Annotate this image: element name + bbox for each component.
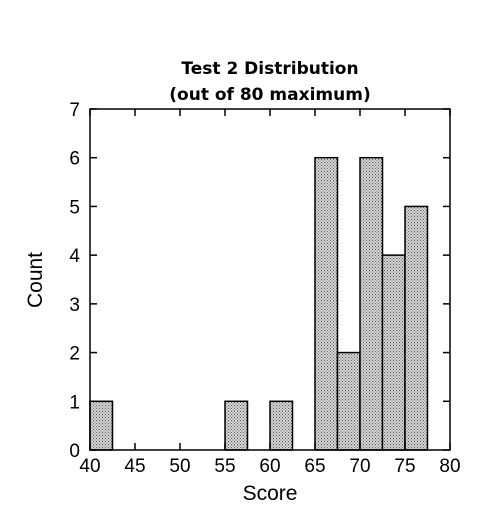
bars-group xyxy=(89,156,429,451)
x-tick-label-7: 75 xyxy=(394,456,415,477)
x-tick-label-8: 80 xyxy=(439,456,460,477)
histogram-bar-6 xyxy=(381,254,406,451)
x-tick-label-0: 40 xyxy=(79,456,100,477)
chart-subtitle: (out of 80 maximum) xyxy=(169,85,370,105)
x-tick-label-1: 45 xyxy=(124,456,145,477)
histogram-bar-3 xyxy=(314,156,339,451)
y-tick-label-0: 0 xyxy=(69,441,80,462)
y-tick-label-7: 7 xyxy=(69,100,80,121)
histogram-bar-1 xyxy=(224,400,249,451)
x-axis-label: Score xyxy=(243,482,298,505)
x-tick-label-2: 50 xyxy=(169,456,190,477)
y-tick-label-2: 2 xyxy=(69,344,80,365)
y-tick-label-4: 4 xyxy=(69,246,80,267)
y-tick-label-3: 3 xyxy=(69,295,80,316)
x-tick-label-5: 65 xyxy=(304,456,325,477)
histogram-bar-7 xyxy=(404,205,429,451)
histogram-bar-2 xyxy=(269,400,294,451)
histogram-bar-5 xyxy=(359,156,384,451)
x-tick-label-3: 55 xyxy=(214,456,235,477)
y-tick-label-1: 1 xyxy=(69,392,80,413)
y-axis-label: Count xyxy=(24,252,47,308)
histogram-bar-0 xyxy=(89,400,114,451)
y-tick-label-5: 5 xyxy=(69,197,80,218)
x-tick-label-6: 70 xyxy=(349,456,370,477)
chart-title: Test 2 Distribution xyxy=(181,59,358,79)
x-tick-label-4: 60 xyxy=(259,456,280,477)
y-tick-label-6: 6 xyxy=(69,149,80,170)
y-axis-ticks: 0 1 2 3 4 5 6 7 xyxy=(69,100,450,462)
x-axis-ticks: 40 45 50 55 60 65 70 75 80 xyxy=(79,109,461,477)
histogram-bar-4 xyxy=(336,351,361,451)
